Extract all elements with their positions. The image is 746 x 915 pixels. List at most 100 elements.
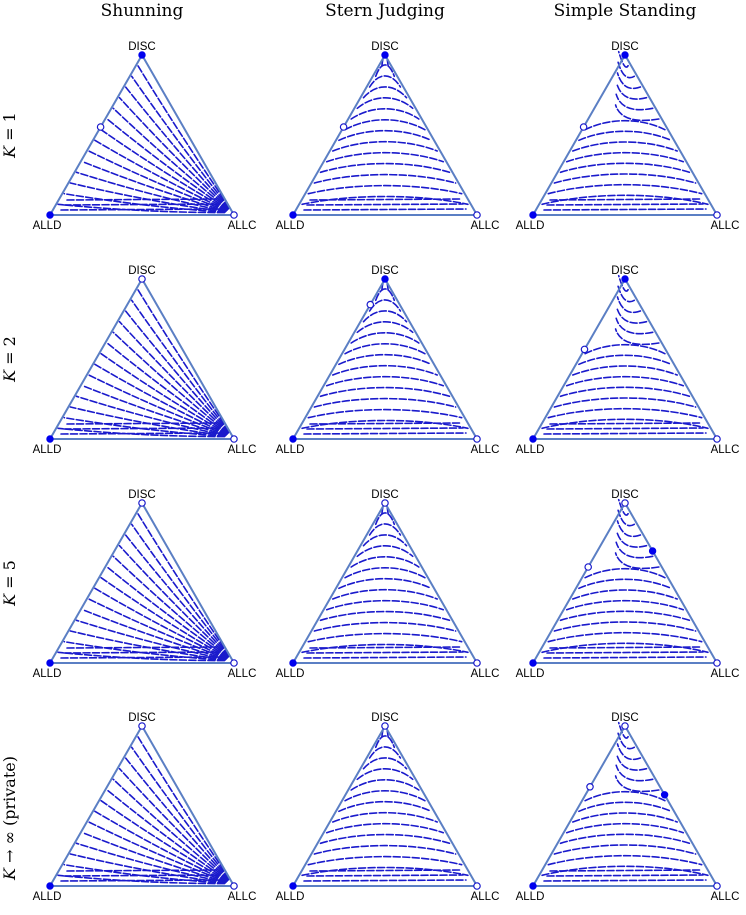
flow-line bbox=[130, 746, 230, 880]
panel-k2-stern: DISC ALLD ALLC bbox=[276, 265, 500, 456]
flow-line bbox=[584, 119, 666, 131]
flow-line bbox=[559, 162, 691, 174]
flow-lines bbox=[541, 721, 709, 882]
flow-line bbox=[559, 386, 691, 398]
flow-line bbox=[124, 86, 230, 209]
flow-lines bbox=[57, 288, 231, 438]
flow-line bbox=[344, 119, 426, 131]
stable-fixed-point bbox=[621, 51, 629, 59]
flow-line bbox=[546, 203, 704, 206]
flow-line bbox=[301, 195, 469, 206]
stable-fixed-point bbox=[529, 211, 537, 219]
flow-line bbox=[313, 621, 457, 632]
flow-line bbox=[338, 353, 432, 366]
vertex-label-allc: ALLC bbox=[711, 444, 740, 456]
flow-line bbox=[584, 567, 666, 579]
flow-line bbox=[303, 879, 467, 882]
flow-line bbox=[57, 203, 226, 214]
flow-line bbox=[374, 512, 396, 526]
flow-line bbox=[94, 363, 228, 435]
vertex-label-allc: ALLC bbox=[471, 891, 500, 903]
flow-line bbox=[319, 610, 451, 622]
flow-line bbox=[112, 778, 229, 881]
flow-line bbox=[338, 129, 432, 142]
flow-line bbox=[374, 288, 396, 302]
flow-line bbox=[616, 296, 642, 314]
flow-line bbox=[309, 422, 461, 425]
unstable-fixed-point bbox=[339, 123, 348, 131]
flow-line bbox=[112, 555, 229, 658]
flow-line bbox=[319, 386, 451, 398]
vertex-label-allc: ALLC bbox=[711, 891, 740, 903]
flow-line bbox=[130, 523, 230, 657]
panel-k1-simple: DISC ALLD ALLC bbox=[516, 41, 740, 232]
vertex-label-allc: ALLC bbox=[711, 220, 740, 232]
flow-line bbox=[616, 520, 642, 538]
unstable-fixed-point bbox=[713, 211, 721, 219]
flow-line bbox=[616, 530, 648, 548]
flow-line bbox=[137, 512, 231, 657]
flow-line bbox=[615, 317, 654, 335]
flow-line bbox=[66, 198, 218, 201]
simplex-boundary bbox=[291, 723, 479, 887]
unstable-fixed-point bbox=[584, 563, 593, 571]
stable-fixed-point bbox=[46, 435, 54, 443]
simplex-boundary bbox=[291, 276, 479, 440]
flow-line bbox=[616, 82, 648, 100]
stable-fixed-point bbox=[381, 275, 389, 283]
vertex-label-disc: DISC bbox=[128, 265, 155, 277]
vertex-label-alld: ALLD bbox=[276, 444, 305, 456]
flow-line bbox=[81, 831, 227, 883]
flow-line bbox=[325, 599, 445, 611]
flow-line bbox=[319, 833, 451, 845]
stable-fixed-point bbox=[529, 882, 537, 890]
flow-line bbox=[553, 621, 697, 632]
flow-line bbox=[546, 651, 704, 654]
unstable-fixed-point bbox=[579, 123, 588, 131]
vertex-label-allc: ALLC bbox=[711, 668, 740, 680]
flow-line bbox=[57, 427, 226, 438]
flow-line bbox=[118, 96, 230, 210]
vertex-label-alld: ALLD bbox=[276, 220, 305, 232]
vertex-label-disc: DISC bbox=[611, 712, 638, 724]
vertex-label-allc: ALLC bbox=[471, 220, 500, 232]
panel-kinf-shunning: DISC ALLD ALLC bbox=[33, 712, 257, 903]
flow-line bbox=[572, 589, 678, 600]
unstable-fixed-point bbox=[138, 722, 146, 730]
flow-line bbox=[614, 104, 660, 122]
flow-line bbox=[332, 140, 438, 152]
vertex-label-disc: DISC bbox=[611, 265, 638, 277]
vertex-label-alld: ALLD bbox=[276, 668, 305, 680]
flow-line bbox=[356, 768, 414, 781]
simplex-boundary bbox=[48, 723, 236, 887]
flow-lines bbox=[541, 274, 709, 435]
flow-line bbox=[306, 651, 464, 654]
flow-line bbox=[614, 328, 660, 346]
panel-k1-shunning: DISC ALLD ALLC bbox=[33, 41, 257, 232]
flow-line bbox=[303, 208, 467, 211]
vertex-label-alld: ALLD bbox=[516, 891, 545, 903]
flow-line bbox=[118, 320, 230, 434]
flow-line bbox=[100, 352, 228, 435]
stable-fixed-point bbox=[289, 659, 297, 667]
flow-line bbox=[60, 432, 224, 435]
flow-line bbox=[75, 842, 227, 884]
unstable-fixed-point bbox=[580, 345, 589, 354]
vertex-label-alld: ALLD bbox=[33, 444, 62, 456]
unstable-fixed-point bbox=[230, 211, 238, 219]
flow-line bbox=[584, 790, 666, 802]
flow-line bbox=[549, 198, 701, 201]
stable-fixed-point bbox=[648, 547, 657, 555]
unstable-fixed-point bbox=[713, 435, 721, 443]
column-title-shunning: Shunning bbox=[101, 1, 184, 21]
flow-line bbox=[94, 587, 228, 659]
flow-line bbox=[60, 879, 224, 882]
flow-line bbox=[362, 310, 408, 323]
column-title-stern-judging: Stern Judging bbox=[325, 1, 445, 21]
flow-line bbox=[614, 775, 660, 793]
flow-line bbox=[332, 811, 438, 823]
flow-line bbox=[75, 171, 227, 213]
flow-line bbox=[356, 545, 414, 558]
flow-lines bbox=[301, 501, 469, 659]
